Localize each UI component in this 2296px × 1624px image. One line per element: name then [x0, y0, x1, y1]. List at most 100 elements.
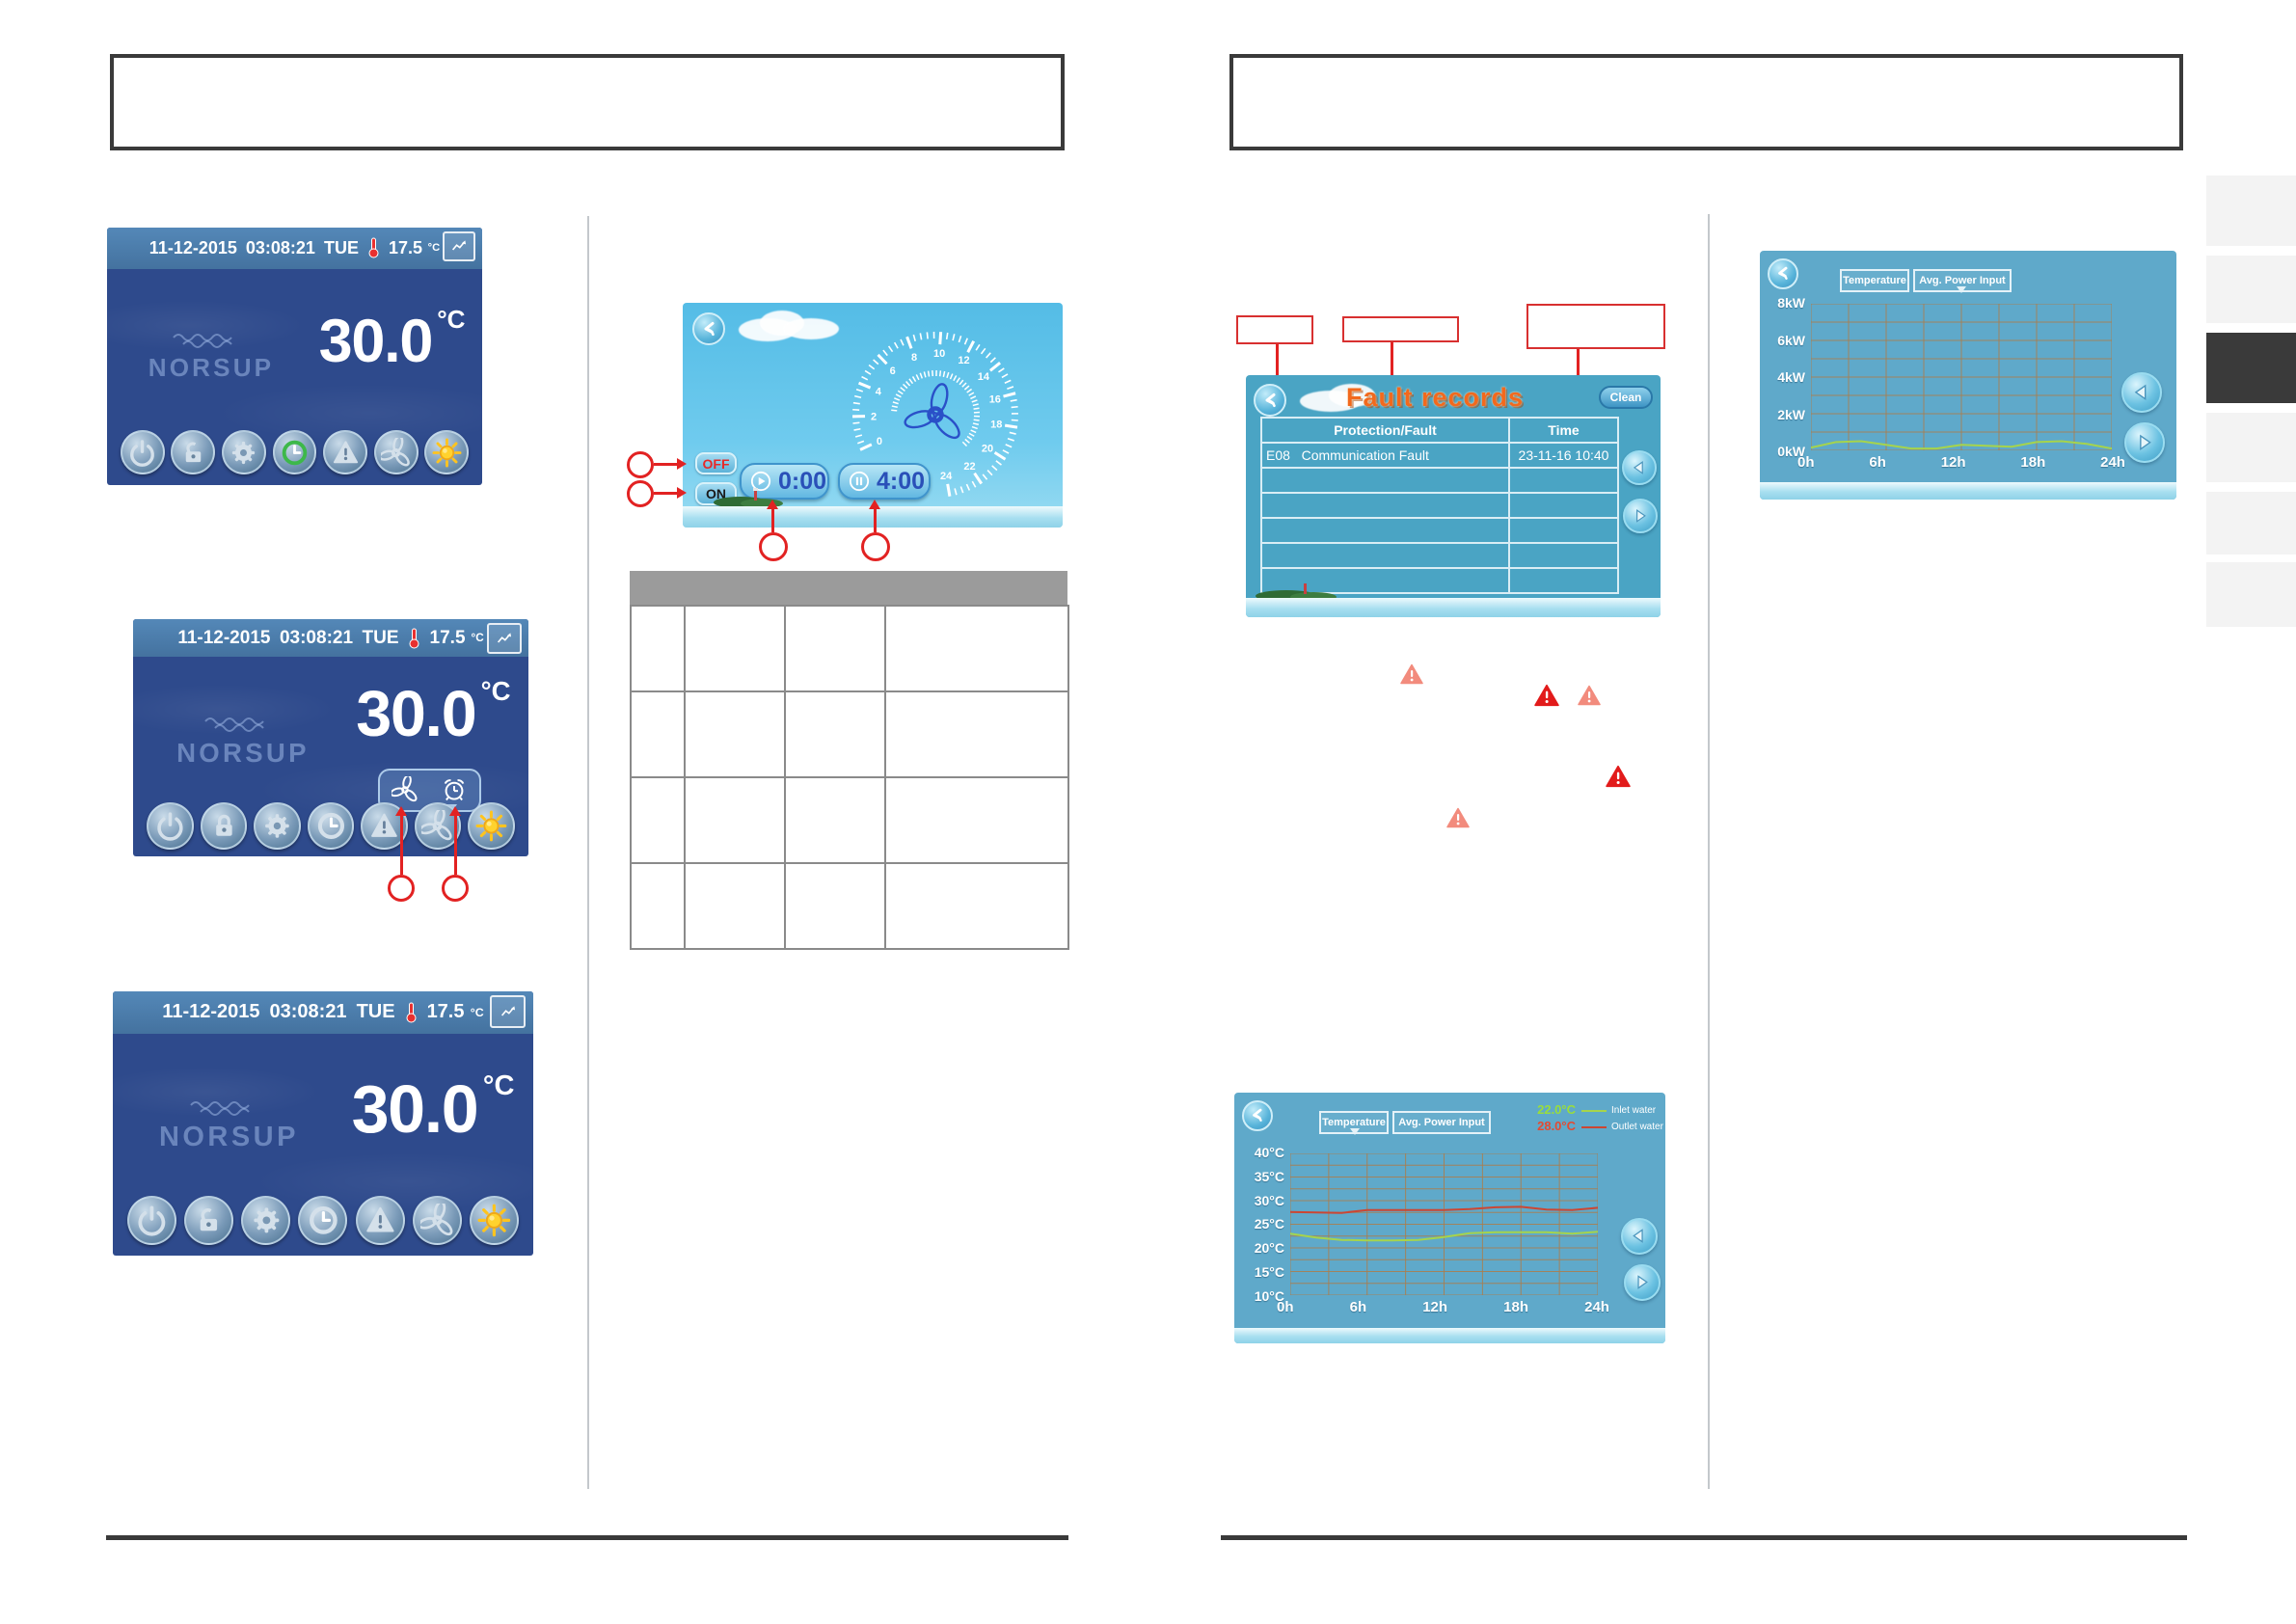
- status-day: TUE: [362, 627, 399, 648]
- status-time: 03:08:21: [279, 627, 354, 648]
- mode-button[interactable]: [424, 430, 470, 475]
- timer-stop-field[interactable]: 4:00: [838, 463, 931, 500]
- sun-icon: [432, 438, 462, 468]
- callout-line: [874, 508, 877, 532]
- fault-row-empty: [1260, 542, 1619, 569]
- fan-button[interactable]: [373, 430, 419, 475]
- outlet-current-value: 28.0°C: [1537, 1119, 1576, 1133]
- mode-button[interactable]: [468, 802, 515, 850]
- callout-line: [654, 463, 679, 466]
- mode-button[interactable]: [469, 1196, 519, 1246]
- settings-button[interactable]: [221, 430, 266, 475]
- y-tick-label: 6kW: [1777, 332, 1805, 348]
- outlet-legend-line: [1581, 1126, 1607, 1128]
- status-day: TUE: [323, 237, 359, 257]
- clean-button[interactable]: Clean: [1599, 386, 1653, 409]
- tab-temperature-label: Temperature: [1322, 1117, 1386, 1128]
- clock-icon-green: [282, 440, 308, 466]
- curve-button[interactable]: [443, 230, 475, 261]
- section-tab-1: [2206, 176, 2296, 246]
- timer-button[interactable]: [272, 430, 317, 475]
- back-button[interactable]: [1242, 1100, 1273, 1131]
- callout-arrow: [767, 500, 778, 509]
- thermometer-icon: [406, 1002, 417, 1023]
- dial-number: 0: [877, 436, 882, 447]
- timer-button[interactable]: [307, 802, 355, 850]
- section-tab-4: [2206, 413, 2296, 482]
- timer-off-button[interactable]: OFF: [695, 452, 737, 474]
- y-tick-label: 0kW: [1777, 444, 1805, 459]
- trend-chart-icon: [500, 1006, 515, 1016]
- left-header-box: [110, 54, 1065, 150]
- back-button[interactable]: [692, 312, 725, 345]
- lock-button[interactable]: [171, 430, 216, 475]
- fault-row-empty: [1260, 492, 1619, 519]
- water-temp-value: 30.0: [318, 308, 434, 376]
- page-prev-button[interactable]: [1622, 450, 1657, 485]
- callout-arrow: [449, 806, 461, 816]
- lock-button[interactable]: [200, 802, 248, 850]
- back-arrow-icon: [1265, 392, 1276, 407]
- brand-watermark: NORSUP: [159, 1099, 299, 1153]
- settings-button[interactable]: [241, 1196, 291, 1246]
- back-button[interactable]: [1254, 384, 1286, 417]
- status-ambient-temp: 17.5: [429, 627, 466, 648]
- power-button[interactable]: [147, 802, 194, 850]
- status-ambient-temp: 17.5: [388, 237, 422, 257]
- section-tab-6: [2206, 562, 2296, 627]
- thermometer-icon: [409, 628, 419, 649]
- table-row: [630, 776, 1069, 864]
- callout-circle-fan-status: [388, 875, 415, 902]
- power-button[interactable]: [127, 1196, 177, 1246]
- settings-button[interactable]: [254, 802, 301, 850]
- callout-circle-stop-time: [861, 532, 890, 561]
- alert-button[interactable]: [323, 430, 368, 475]
- lock-button[interactable]: [184, 1196, 234, 1246]
- page-next-button[interactable]: [1623, 499, 1658, 533]
- tab-power-label: Avg. Power Input: [1398, 1117, 1485, 1128]
- back-button[interactable]: [1768, 258, 1798, 289]
- page-prev-button[interactable]: [1621, 1218, 1658, 1255]
- fault-table: Protection/Fault Time E08 Communication …: [1260, 417, 1619, 594]
- home-screen-2: 11-12-2015 03:08:21 TUE 17.5 °C NORSUP: [133, 619, 528, 856]
- page-prev-button[interactable]: [2121, 372, 2162, 413]
- fault-row-empty: [1260, 567, 1619, 594]
- page-next-button[interactable]: [2124, 422, 2165, 463]
- alert-button[interactable]: [361, 802, 408, 850]
- dial-number: 14: [978, 371, 990, 383]
- tab-temperature[interactable]: Temperature: [1319, 1111, 1389, 1135]
- y-tick-label: 30°C: [1254, 1192, 1284, 1208]
- dial-number: 10: [933, 348, 945, 360]
- warning-triangle-icon: [1446, 807, 1470, 828]
- y-tick-label: 2kW: [1777, 406, 1805, 422]
- alert-button[interactable]: [355, 1196, 405, 1246]
- tab-temperature[interactable]: Temperature: [1840, 269, 1909, 292]
- power-input-screen: Temperature Avg. Power Input 8kW 6kW 4kW 2k…: [1760, 251, 2176, 500]
- timer-button[interactable]: [298, 1196, 348, 1246]
- series-avg-power-input: [1811, 440, 2112, 450]
- dial-number: 2: [871, 411, 877, 422]
- y-tick-label: 40°C: [1254, 1145, 1284, 1160]
- curve-button[interactable]: [487, 622, 522, 655]
- power-button[interactable]: [120, 430, 165, 475]
- y-tick-label: 20°C: [1254, 1240, 1284, 1257]
- back-arrow-icon: [1253, 1108, 1262, 1123]
- fan-button[interactable]: [412, 1196, 462, 1246]
- fan-status-icon: [391, 776, 418, 802]
- status-bar: 11-12-2015 03:08:21 TUE 17.5 °C: [107, 228, 482, 269]
- schedule-table: [630, 605, 1069, 950]
- curve-button[interactable]: [490, 994, 527, 1028]
- tab-avg-power-input[interactable]: Avg. Power Input: [1913, 269, 2012, 293]
- status-time: 03:08:21: [245, 237, 315, 257]
- power-icon: [157, 812, 183, 841]
- arrow-right-icon: [1636, 509, 1646, 523]
- power-y-axis-labels: 8kW 6kW 4kW 2kW 0kW: [1760, 295, 1805, 459]
- tab-avg-power-input[interactable]: Avg. Power Input: [1392, 1111, 1491, 1134]
- sun-icon: [477, 1204, 511, 1237]
- arrow-left-icon: [1633, 1229, 1644, 1244]
- lock-closed-icon: [215, 814, 232, 836]
- callout-circle-on: [627, 480, 654, 507]
- alarm-clock-status-icon: [444, 779, 465, 801]
- page-next-button[interactable]: [1624, 1264, 1661, 1301]
- waves-icon: [204, 717, 264, 732]
